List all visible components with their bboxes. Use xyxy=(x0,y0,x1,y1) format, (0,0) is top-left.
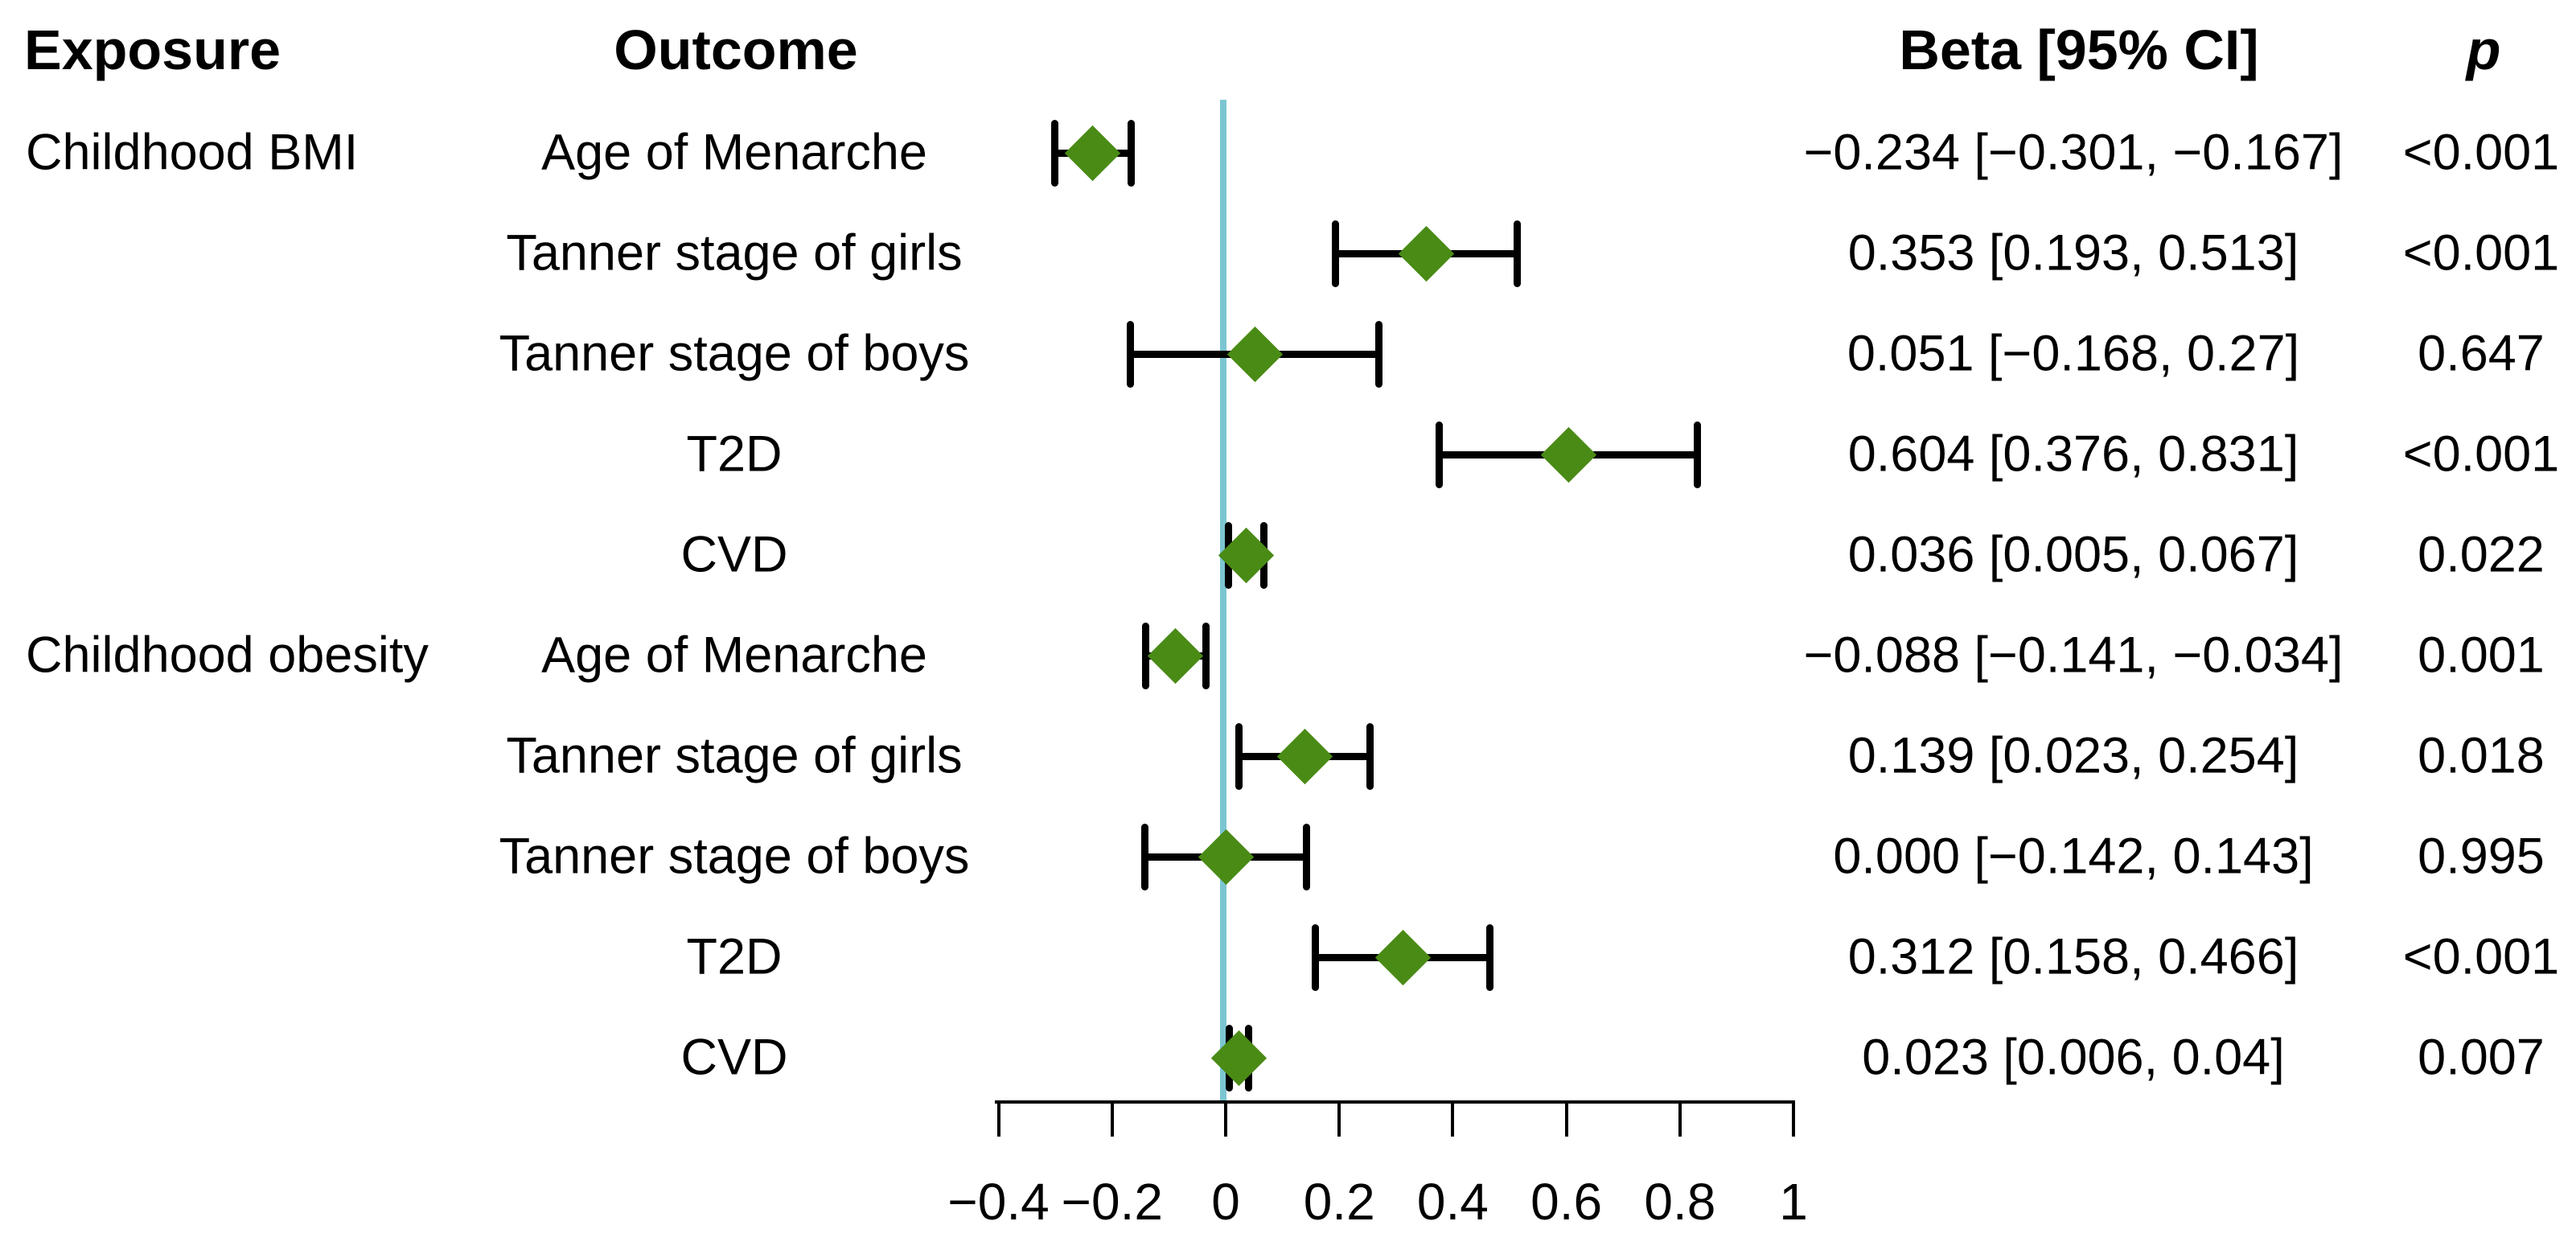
ci-cap-left xyxy=(1050,119,1058,187)
x-axis-tick-label: 0.2 xyxy=(1303,1173,1375,1231)
ci-cap-right xyxy=(1303,823,1311,890)
beta-diamond-marker xyxy=(1276,728,1333,784)
p-value: 0.001 xyxy=(2418,627,2545,684)
beta-ci-value: 0.139 [0.023, 0.254] xyxy=(1847,727,2299,784)
column-header-p: p xyxy=(2466,19,2501,81)
x-axis-tick xyxy=(1451,1100,1455,1137)
ci-cap-right xyxy=(1202,622,1210,689)
p-value: 0.995 xyxy=(2418,828,2545,885)
x-axis-line xyxy=(995,1100,1795,1104)
outcome-label: Tanner stage of boys xyxy=(499,325,970,382)
beta-diamond-marker xyxy=(1540,426,1597,483)
ci-cap-right xyxy=(1127,119,1135,187)
p-value: 0.022 xyxy=(2418,526,2545,583)
outcome-label: CVD xyxy=(680,526,788,583)
ci-cap-right xyxy=(1366,722,1374,790)
p-value: <0.001 xyxy=(2402,224,2560,282)
outcome-label: Age of Menarche xyxy=(541,124,927,181)
x-axis-tick xyxy=(1678,1100,1682,1137)
x-axis-tick xyxy=(1792,1100,1795,1137)
x-axis-tick-label: −0.2 xyxy=(1061,1173,1163,1231)
beta-diamond-marker xyxy=(1148,627,1204,684)
outcome-label: Age of Menarche xyxy=(541,627,927,684)
beta-diamond-marker xyxy=(1374,929,1431,985)
outcome-label: Tanner stage of girls xyxy=(506,727,963,784)
p-value: <0.001 xyxy=(2402,928,2560,985)
beta-ci-value: 0.353 [0.193, 0.513] xyxy=(1847,224,2299,282)
x-axis-tick-label: 0 xyxy=(1211,1173,1240,1231)
beta-diamond-marker xyxy=(1226,326,1283,382)
beta-ci-value: −0.088 [−0.141, −0.034] xyxy=(1803,627,2344,684)
p-value: <0.001 xyxy=(2402,124,2560,181)
column-header-beta-ci: Beta [95% CI] xyxy=(1899,19,2259,81)
x-axis-tick-label: 0.8 xyxy=(1644,1173,1716,1231)
outcome-label: Tanner stage of girls xyxy=(506,224,963,282)
p-value: 0.018 xyxy=(2418,727,2545,784)
x-axis-tick-label: 1 xyxy=(1779,1173,1808,1231)
outcome-label: T2D xyxy=(686,928,783,985)
beta-diamond-marker xyxy=(1210,1030,1267,1086)
x-axis-tick-label: 0.4 xyxy=(1416,1173,1489,1231)
x-axis-tick xyxy=(1224,1100,1227,1137)
column-header-exposure: Exposure xyxy=(24,19,281,81)
beta-ci-value: 0.036 [0.005, 0.067] xyxy=(1847,526,2299,583)
beta-diamond-marker xyxy=(1398,225,1454,282)
beta-ci-value: −0.234 [−0.301, −0.167] xyxy=(1803,124,2344,181)
outcome-label: CVD xyxy=(680,1029,788,1086)
p-value: 0.647 xyxy=(2418,325,2545,382)
outcome-label: T2D xyxy=(686,426,783,483)
p-value: 0.007 xyxy=(2418,1029,2545,1086)
ci-cap-left xyxy=(1126,320,1134,388)
ci-cap-left xyxy=(1331,220,1339,287)
p-value: <0.001 xyxy=(2402,426,2560,483)
beta-ci-value: 0.000 [−0.142, 0.143] xyxy=(1833,828,2314,885)
zero-reference-line xyxy=(1220,100,1226,1102)
ci-cap-left xyxy=(1235,722,1243,790)
exposure-label: Childhood BMI xyxy=(26,124,359,181)
ci-cap-right xyxy=(1694,421,1702,488)
beta-diamond-marker xyxy=(1065,125,1121,181)
ci-cap-left xyxy=(1312,923,1320,991)
ci-cap-left xyxy=(1435,421,1443,488)
beta-ci-value: 0.312 [0.158, 0.466] xyxy=(1847,928,2299,985)
ci-cap-right xyxy=(1486,923,1494,991)
ci-cap-right xyxy=(1513,220,1521,287)
ci-cap-left xyxy=(1141,823,1149,890)
beta-ci-value: 0.604 [0.376, 0.831] xyxy=(1847,426,2299,483)
outcome-label: Tanner stage of boys xyxy=(499,828,970,885)
ci-cap-right xyxy=(1375,320,1383,388)
ci-cap-left xyxy=(1141,622,1149,689)
exposure-label: Childhood obesity xyxy=(26,627,429,684)
x-axis-tick xyxy=(1110,1100,1114,1137)
x-axis-tick-label: −0.4 xyxy=(947,1173,1050,1231)
x-axis-tick xyxy=(1564,1100,1568,1137)
beta-ci-value: 0.023 [0.006, 0.04] xyxy=(1862,1029,2285,1086)
beta-diamond-marker xyxy=(1198,829,1254,885)
x-axis-tick xyxy=(1337,1100,1341,1137)
beta-ci-value: 0.051 [−0.168, 0.27] xyxy=(1847,325,2300,382)
x-axis-tick-label: 0.6 xyxy=(1530,1173,1603,1231)
x-axis-tick xyxy=(996,1100,1000,1137)
column-header-outcome: Outcome xyxy=(614,19,858,81)
